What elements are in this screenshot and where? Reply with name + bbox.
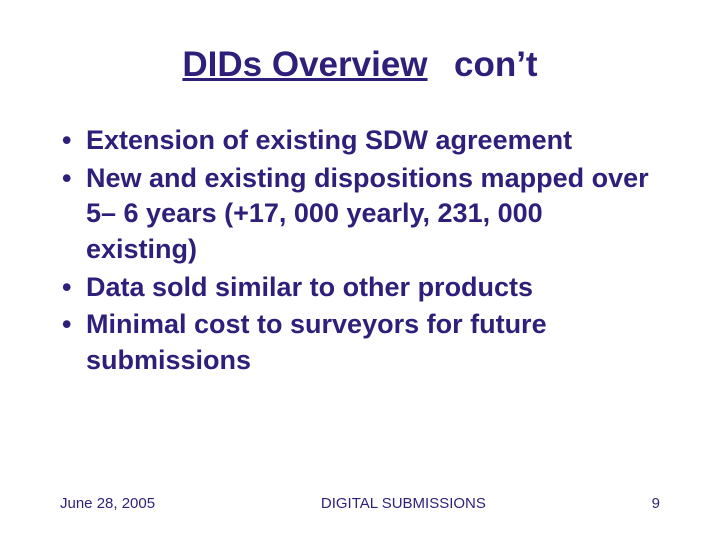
footer-date: June 28, 2005 — [60, 495, 155, 512]
list-item: New and existing dispositions mapped ove… — [60, 161, 660, 268]
title-main: DIDs Overview — [182, 45, 427, 84]
slide: DIDs Overview con’t Extension of existin… — [0, 0, 720, 540]
bullet-text: Minimal cost to surveyors for future sub… — [86, 309, 547, 375]
list-item: Data sold similar to other products — [60, 270, 660, 306]
bullet-text: Data sold similar to other products — [86, 272, 533, 302]
bullet-text: Extension of existing SDW agreement — [86, 125, 572, 155]
bullet-text: New and existing dispositions mapped ove… — [86, 163, 649, 264]
slide-title: DIDs Overview con’t — [60, 45, 660, 85]
bullet-list: Extension of existing SDW agreement New … — [60, 123, 660, 378]
list-item: Extension of existing SDW agreement — [60, 123, 660, 159]
footer-title: DIGITAL SUBMISSIONS — [155, 495, 652, 512]
list-item: Minimal cost to surveyors for future sub… — [60, 307, 660, 378]
title-suffix: con’t — [454, 45, 538, 84]
footer-page-number: 9 — [652, 495, 660, 512]
slide-footer: June 28, 2005 DIGITAL SUBMISSIONS 9 — [60, 495, 660, 512]
